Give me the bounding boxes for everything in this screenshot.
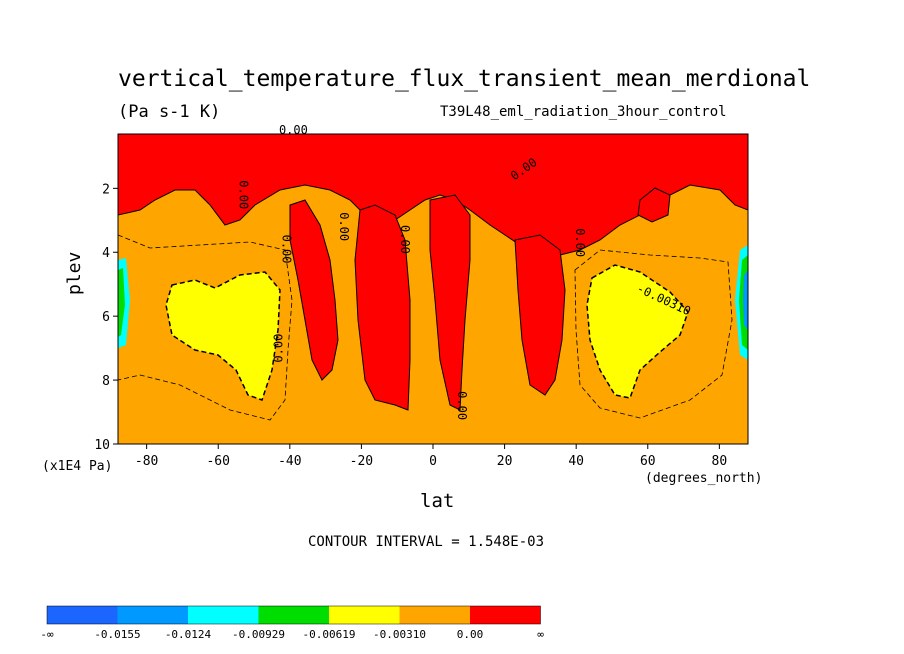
contour-label: 0.00: [398, 225, 412, 254]
chart-units: (Pa s-1 K): [118, 102, 221, 122]
colorbar-swatch: [188, 606, 259, 624]
dataset-name: T39L48_eml_radiation_3hour_control: [440, 104, 727, 120]
contour-fields: [118, 134, 748, 444]
x-tick-label: 80: [712, 454, 728, 469]
colorbar: -∞ -0.0155 -0.0124 -0.00929 -0.00619 -0.00310…: [40, 605, 544, 641]
x-tick-label: -80: [135, 454, 158, 469]
y-tick-label: 4: [102, 246, 110, 261]
colorbar-label: 0.00: [457, 628, 484, 641]
field-red-upper-right-blob: [637, 187, 671, 223]
colorbar-swatch: [258, 606, 329, 624]
x-tick-label: -20: [350, 454, 373, 469]
field-red-right-lobe: [514, 234, 566, 396]
field-red-center-right: [429, 194, 471, 411]
x-tick-label: 40: [568, 454, 584, 469]
field-yellow-right: [586, 264, 689, 399]
x-axis-unit: (degrees_north): [645, 471, 763, 486]
contour-line-neg-right-outer: [574, 249, 733, 419]
colorbar-swatch: [399, 606, 470, 624]
colorbar-label: -∞: [40, 628, 54, 641]
x-tick-label: 0: [429, 454, 437, 469]
colorbar-swatch: [329, 606, 400, 624]
field-red-center: [354, 204, 411, 411]
field-right-edge-blue: [743, 270, 748, 330]
colorbar-swatch: [117, 606, 188, 624]
contour-interval-text: CONTOUR INTERVAL = 1.548E-03: [308, 534, 545, 550]
contour-label: 0.00: [573, 228, 587, 257]
colorbar-label: -0.0124: [165, 628, 212, 641]
x-axis-label: lat: [420, 490, 455, 512]
contour-label: 0.00: [280, 235, 294, 264]
contour-label: 0.00: [272, 334, 286, 363]
colorbar-label: -0.00310: [373, 628, 426, 641]
x-tick-label: 60: [640, 454, 656, 469]
contour-label: 0.00: [237, 180, 251, 209]
y-axis-ticks: 2 4 6 8 10: [94, 182, 118, 453]
colorbar-swatch: [47, 606, 118, 624]
colorbar-label: -0.0155: [94, 628, 140, 641]
y-tick-label: 2: [102, 182, 110, 197]
chart-title: vertical_temperature_flux_transient_mean…: [118, 66, 811, 92]
contour-label: 0.00: [455, 391, 469, 420]
contour-line-neg-left-outer: [118, 234, 293, 421]
y-tick-label: 8: [102, 374, 110, 389]
colorbar-label: -0.00929: [232, 628, 285, 641]
colorbar-label: ∞: [537, 628, 544, 641]
colorbar-swatch: [470, 606, 541, 624]
field-left-edge-green: [118, 268, 125, 337]
contour-label: 0.00: [337, 212, 351, 241]
y-tick-label: 10: [94, 438, 110, 453]
colorbar-frame: [46, 605, 541, 625]
colorbar-label: -0.00619: [303, 628, 356, 641]
contour-label: 0.00: [279, 123, 308, 137]
field-red-left-lobe: [289, 199, 339, 381]
y-tick-label: 6: [102, 310, 110, 325]
x-axis-ticks: -80 -60 -40 -20 0 20 40 60 80: [135, 444, 727, 469]
x-tick-label: -40: [278, 454, 301, 469]
x-tick-label: -60: [206, 454, 229, 469]
x-tick-label: 20: [497, 454, 513, 469]
field-yellow-left: [165, 271, 281, 401]
y-axis-unit: (x1E4 Pa): [42, 459, 113, 474]
